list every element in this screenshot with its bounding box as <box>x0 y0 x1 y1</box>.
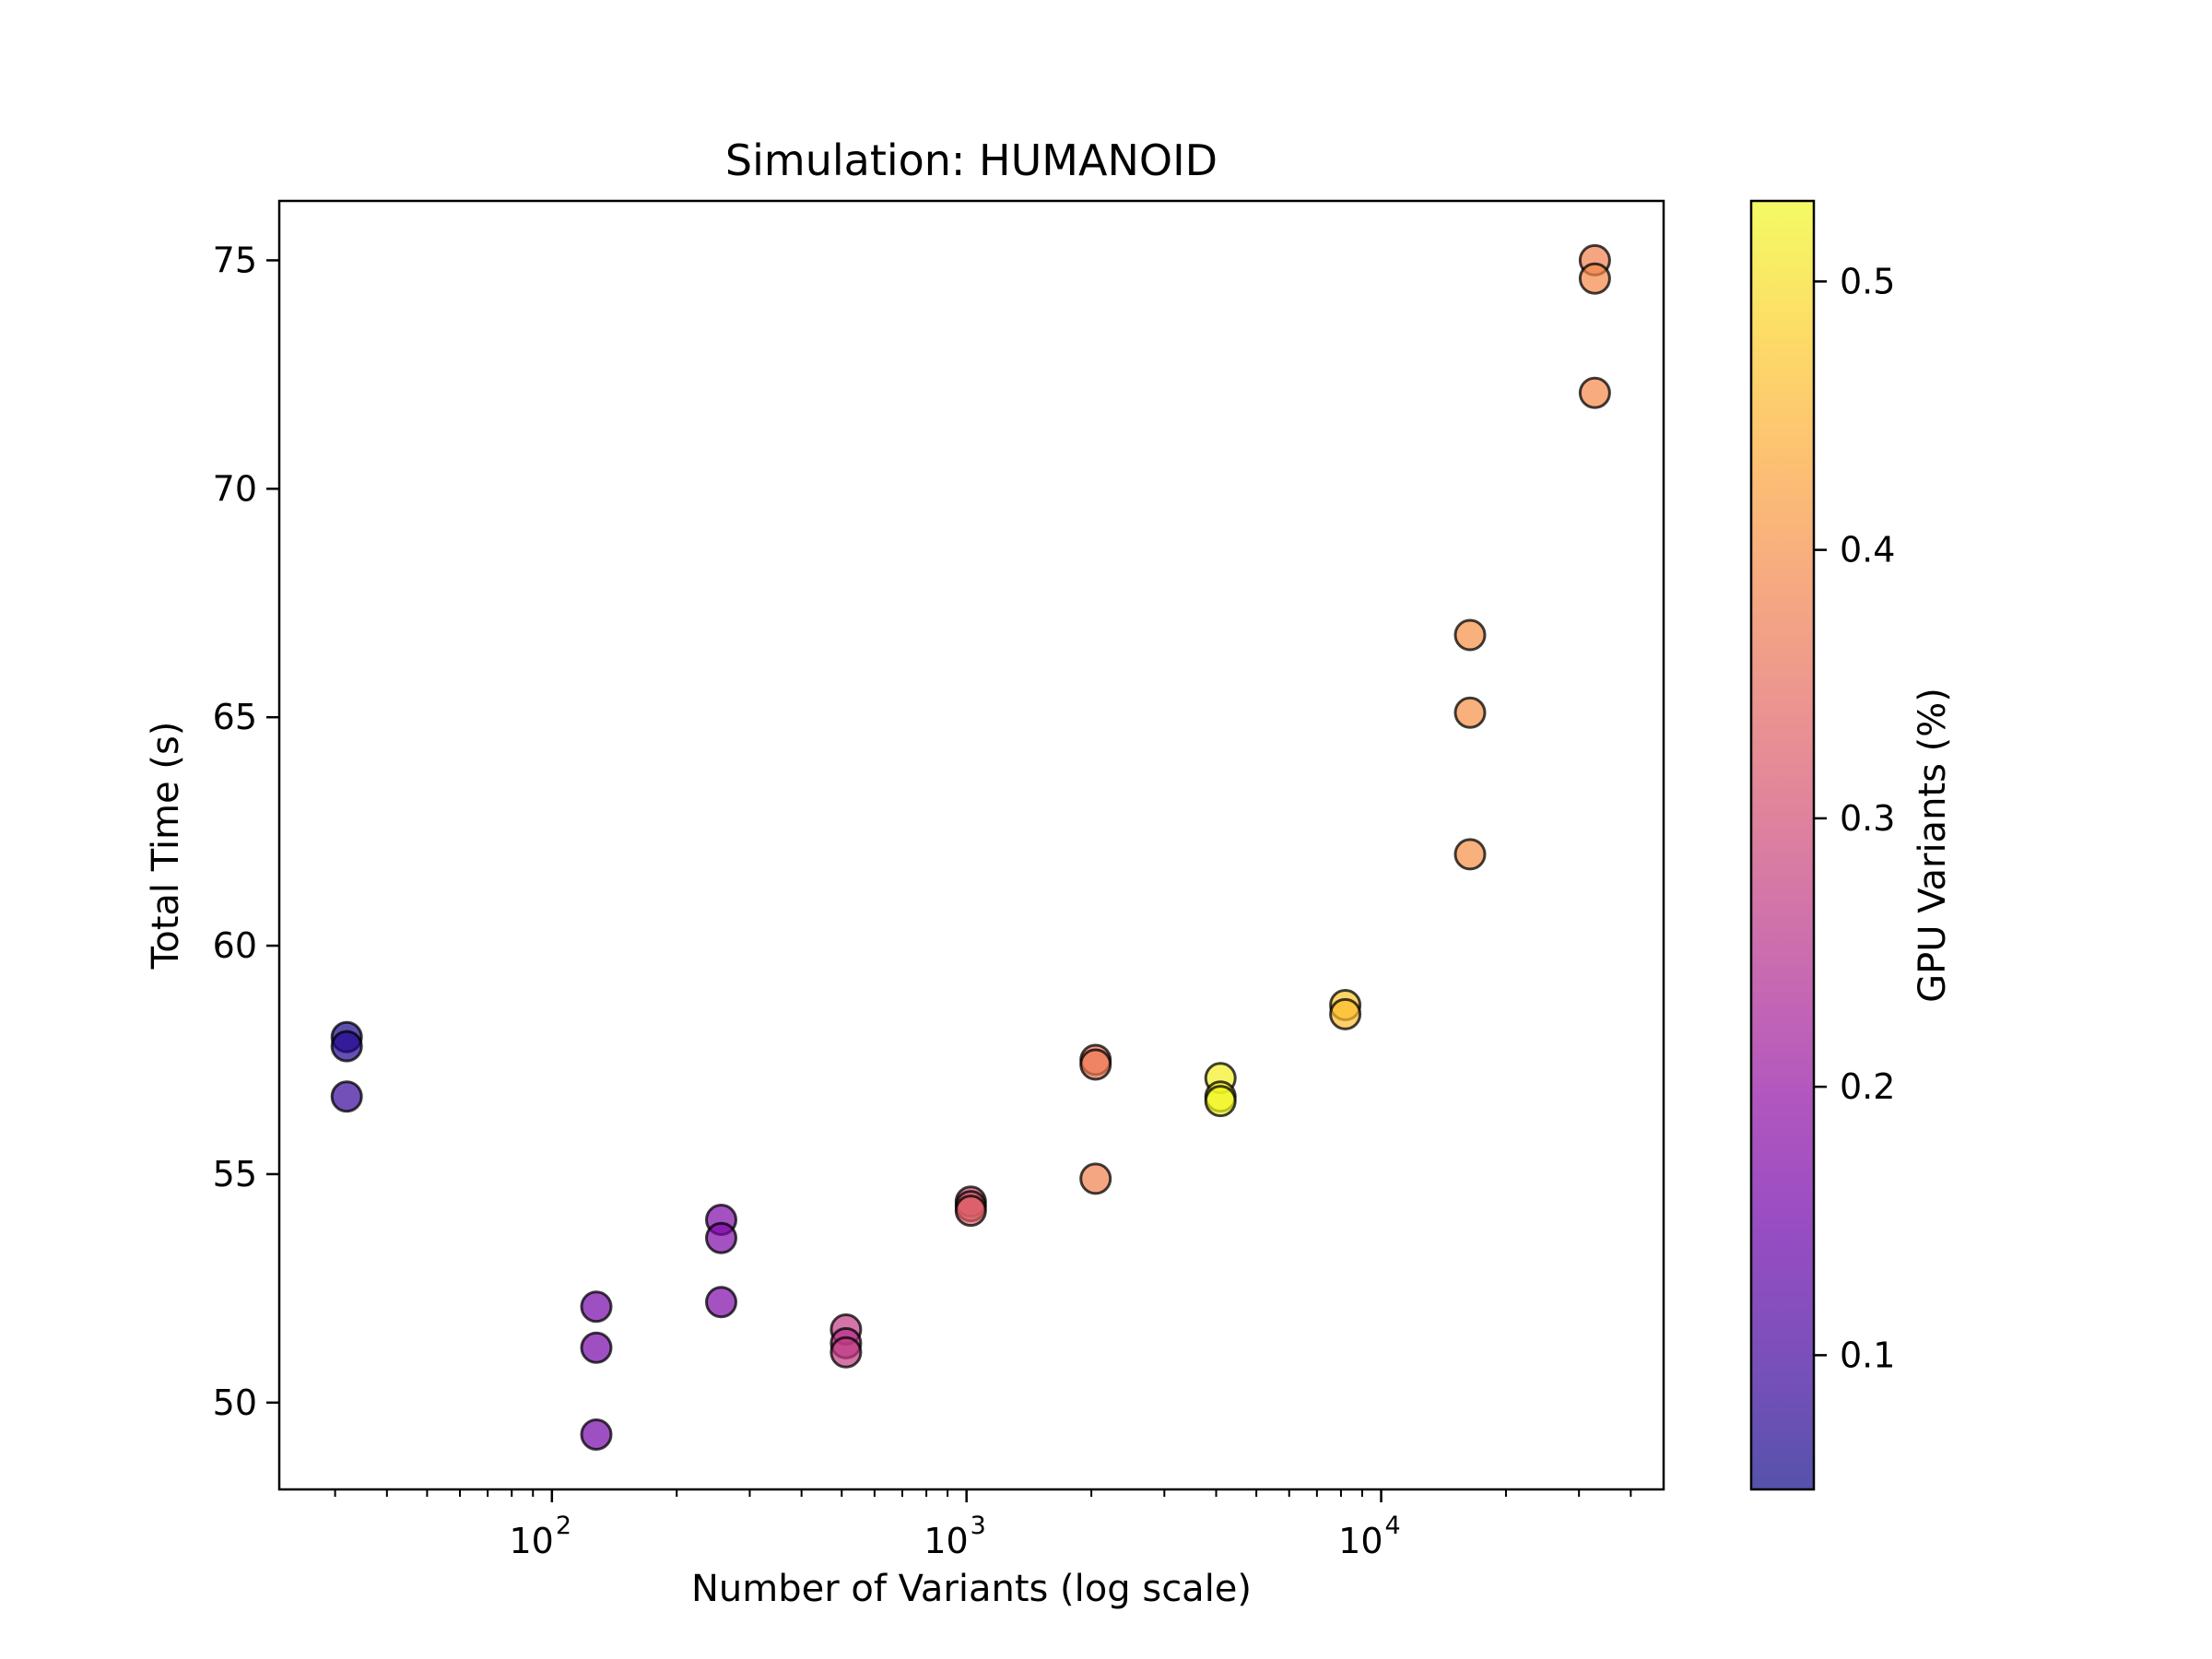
y-tick-label: 65 <box>213 697 257 737</box>
x-tick-label: 10 <box>509 1521 553 1561</box>
y-tick-label: 60 <box>213 925 257 966</box>
x-tick-label: 10 <box>924 1521 968 1561</box>
plot-border <box>277 199 1665 1491</box>
colorbar-ticks: 0.1 0.2 0.3 0.4 0.5 <box>1814 261 1895 1375</box>
x-axis-label: Number of Variants (log scale) <box>691 1568 1252 1610</box>
colorbar: 0.1 0.2 0.3 0.4 0.5 GPU Variants (%) <box>1749 199 1954 1491</box>
x-axis-ticks: 10 2 10 3 10 4 <box>334 1489 1632 1561</box>
scatter-point <box>1578 376 1611 409</box>
colorbar-gradient <box>1751 201 1814 1489</box>
x-tick-exponent: 2 <box>556 1512 571 1540</box>
plot-frame <box>279 201 1664 1489</box>
chart-title: Simulation: HUMANOID <box>725 135 1218 185</box>
scatter-point <box>1204 1085 1237 1118</box>
scatter-point <box>705 1221 737 1254</box>
scatter-point <box>1578 262 1611 295</box>
colorbar-tick-label: 0.1 <box>1840 1335 1895 1375</box>
scatter-point <box>1453 618 1487 652</box>
y-tick-label: 50 <box>213 1382 257 1423</box>
scatter-point <box>330 1080 363 1113</box>
y-tick-label: 75 <box>213 240 257 280</box>
colorbar-tick-label: 0.4 <box>1840 530 1895 571</box>
scatter-point <box>954 1194 987 1228</box>
scatter-point <box>580 1418 613 1451</box>
scatter-point <box>830 1335 863 1369</box>
x-tick-exponent: 3 <box>971 1512 986 1540</box>
scatter-point <box>580 1331 613 1364</box>
x-tick-label: 10 <box>1338 1521 1382 1561</box>
y-tick-label: 55 <box>213 1154 257 1194</box>
scatter-point <box>1079 1048 1112 1081</box>
points-layer <box>330 243 1611 1451</box>
x-tick-exponent: 4 <box>1385 1512 1401 1540</box>
scatter-point <box>330 1030 363 1063</box>
scatter-point <box>705 1286 737 1319</box>
y-tick-label: 70 <box>213 468 257 509</box>
y-axis-label: Total Time (s) <box>145 722 187 971</box>
scatter-point <box>1079 1162 1112 1195</box>
scatter-point <box>1453 838 1487 871</box>
colorbar-border <box>1749 199 1816 1491</box>
colorbar-label: GPU Variants (%) <box>1912 688 1954 1003</box>
scatter-point <box>1329 997 1362 1030</box>
scatter-point <box>580 1290 613 1324</box>
colorbar-tick-label: 0.5 <box>1840 261 1895 301</box>
colorbar-tick-label: 0.3 <box>1840 798 1895 839</box>
colorbar-tick-label: 0.2 <box>1840 1066 1895 1107</box>
scatter-point <box>1453 696 1487 729</box>
y-axis-ticks: 50 55 60 65 70 75 <box>213 240 279 1423</box>
